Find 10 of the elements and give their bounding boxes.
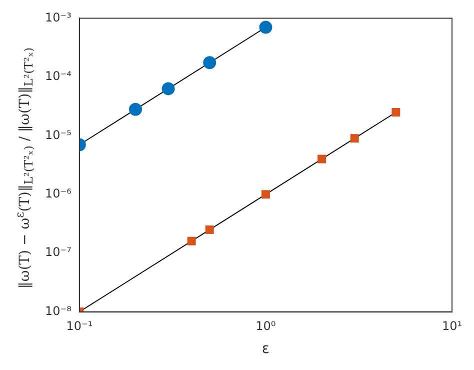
y-tick-label: 10⁻⁴ [44,69,72,84]
y-tick-label: 10⁻⁷ [44,245,72,260]
x-tick-label: 10⁰ [256,319,276,334]
x-tick-label: 10¹ [442,319,462,334]
x-tick-label: 10⁻¹ [66,319,93,334]
x-axis-title: ε [262,341,270,358]
y-tick-label: 10⁻⁶ [44,186,72,200]
y-tick-label: 10⁻⁵ [44,128,72,142]
y-tick-label: 10⁻⁸ [44,304,72,318]
y-tick-label: 10⁻³ [44,10,72,24]
